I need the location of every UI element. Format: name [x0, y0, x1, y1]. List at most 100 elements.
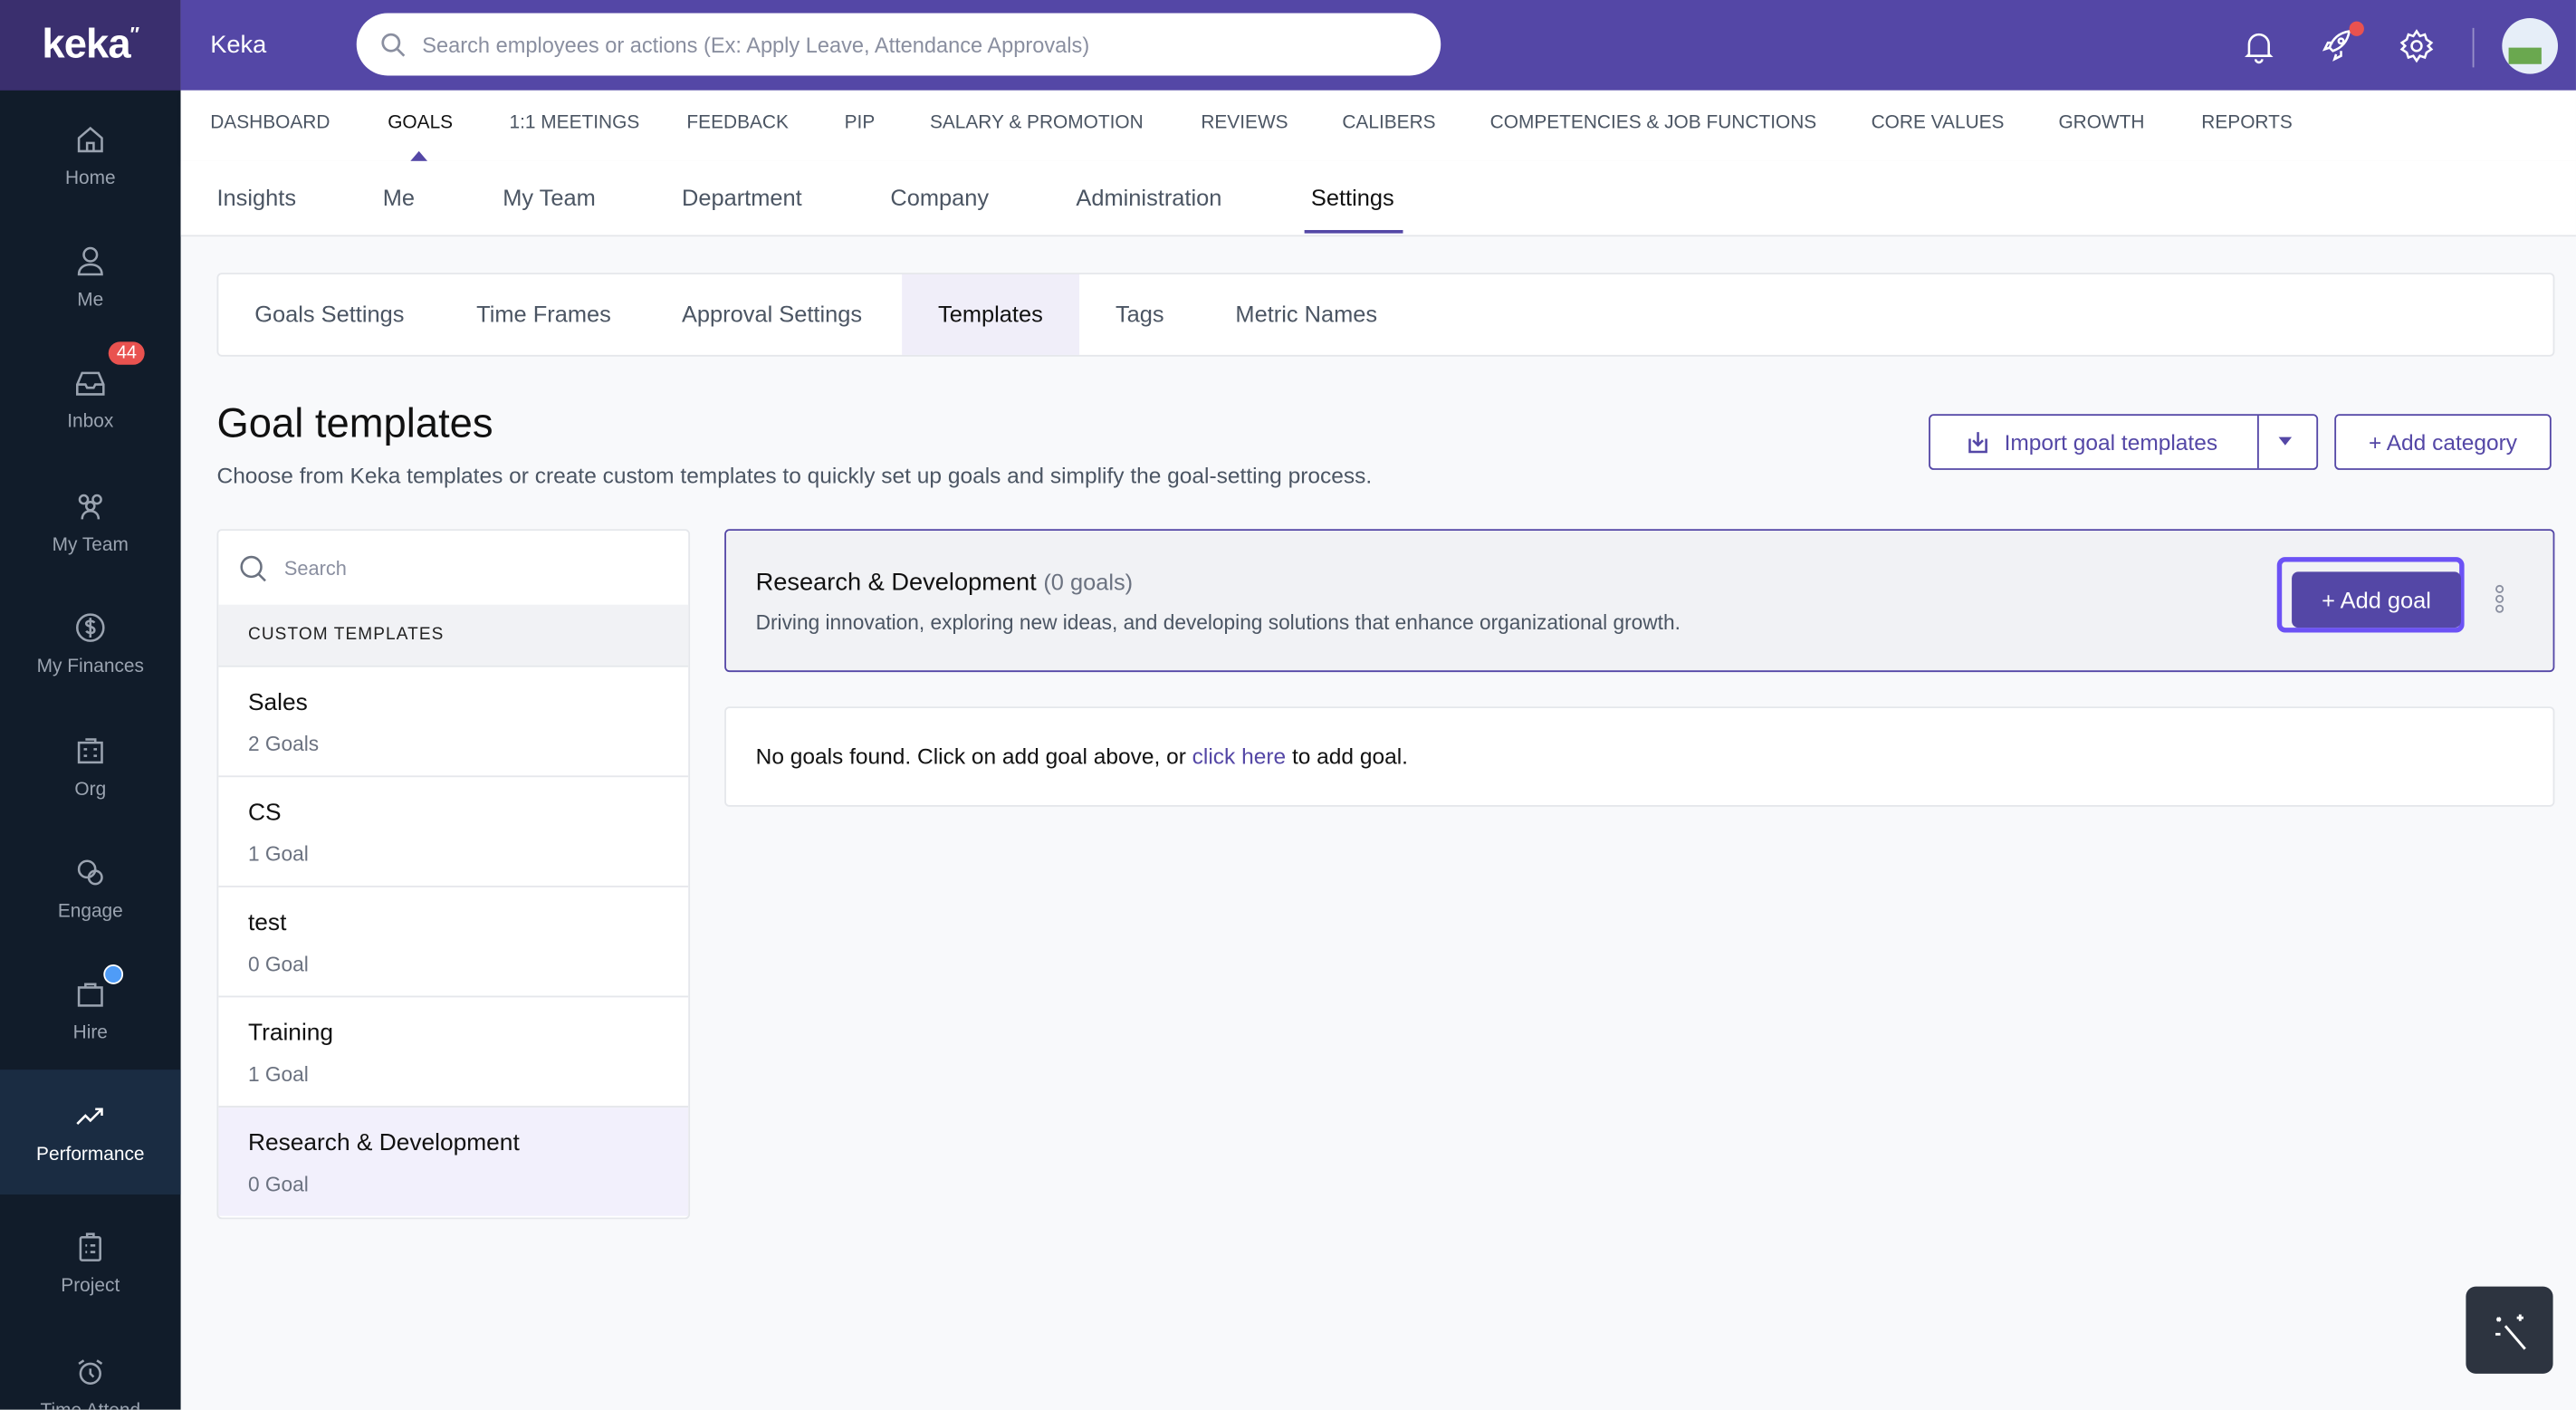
subnav-me[interactable]: Me: [382, 184, 416, 211]
download-icon: [1968, 432, 1987, 454]
subnav-administration[interactable]: Administration: [1076, 184, 1222, 211]
sidebar-item-label: Inbox: [67, 412, 114, 433]
logo-text: keka: [42, 21, 130, 68]
subnav-settings[interactable]: Settings: [1310, 184, 1394, 211]
more-options-icon[interactable]: [2495, 584, 2505, 613]
search-icon: [381, 33, 406, 57]
empty-text: No goals found. Click on add goal above,…: [755, 743, 1192, 770]
global-search-input[interactable]: Search employees or actions (Ex: Apply L…: [356, 13, 1441, 76]
clipboard-icon: [79, 1233, 101, 1261]
sidebar-item-label: Engage: [57, 902, 123, 922]
sidebar-item-me[interactable]: Me: [0, 217, 181, 339]
sidebar-item-engage[interactable]: Engage: [0, 828, 181, 949]
subnav-my-team[interactable]: My Team: [503, 184, 596, 211]
caret-down-icon[interactable]: [2278, 436, 2293, 446]
gear-icon[interactable]: [2399, 28, 2435, 64]
sidebar-item-my-finances[interactable]: My Finances: [0, 583, 181, 705]
template-item-research-development[interactable]: Research & Development 0 Goal: [218, 1106, 689, 1216]
nav-core-values[interactable]: CORE VALUES: [1871, 113, 2005, 133]
category-description: Driving innovation, exploring new ideas,…: [755, 610, 1681, 635]
magic-wand-icon: [2495, 1313, 2525, 1349]
user-icon: [77, 246, 103, 276]
sidebar-item-label: Hire: [72, 1023, 108, 1044]
click-here-link[interactable]: click here: [1192, 743, 1287, 770]
nav-feedback[interactable]: FEEDBACK: [686, 113, 789, 133]
sidebar-item-org[interactable]: Org: [0, 706, 181, 828]
inbox-icon: [76, 371, 105, 396]
active-indicator: [408, 150, 429, 163]
sidebar-item-my-team[interactable]: My Team: [0, 462, 181, 583]
nav-reports[interactable]: REPORTS: [2201, 113, 2293, 133]
sidebar-item-label: Performance: [36, 1145, 145, 1165]
nav-dashboard[interactable]: DASHBOARD: [210, 113, 330, 133]
sidebar-item-label: Org: [74, 780, 107, 801]
app-title: Keka: [210, 31, 267, 60]
template-search-input[interactable]: Search: [218, 531, 688, 605]
search-placeholder: Search: [283, 556, 347, 580]
sidebar-item-hire[interactable]: Hire: [0, 950, 181, 1071]
sidebar-item-project[interactable]: Project: [0, 1203, 181, 1324]
tab-goals-settings[interactable]: Goals Settings: [254, 301, 405, 328]
nav-1-1-meetings[interactable]: 1:1 MEETINGS: [509, 113, 640, 133]
template-item-cs[interactable]: CS 1 Goal: [218, 775, 689, 886]
team-icon: [78, 494, 102, 520]
nav-pip[interactable]: PIP: [844, 113, 876, 133]
briefcase-icon: [77, 983, 103, 1007]
tab-time-frames[interactable]: Time Frames: [476, 301, 611, 328]
nav-growth[interactable]: GROWTH: [2058, 113, 2145, 133]
divider: [2472, 27, 2475, 68]
nav-calibers[interactable]: CALIBERS: [1342, 113, 1436, 133]
bell-icon[interactable]: [2241, 28, 2277, 64]
empty-state: No goals found. Click on add goal above,…: [724, 706, 2555, 807]
sidebar-item-time-attendance[interactable]: Time Attend: [0, 1328, 181, 1410]
template-name: Training: [247, 1020, 334, 1047]
nav-competencies[interactable]: COMPETENCIES & JOB FUNCTIONS: [1489, 113, 1817, 133]
rocket-notification-dot: [2349, 21, 2364, 36]
nav-salary-promotion[interactable]: SALARY & PROMOTION: [929, 113, 1144, 133]
top-bar: Keka Search employees or actions (Ex: Ap…: [180, 0, 2576, 91]
tab-approval-settings[interactable]: Approval Settings: [681, 301, 863, 328]
home-icon: [77, 126, 103, 153]
add-goal-button[interactable]: + Add goal: [2292, 571, 2461, 628]
sidebar-item-performance[interactable]: Performance: [0, 1069, 181, 1195]
import-goal-templates-button[interactable]: Import goal templates: [1929, 414, 2319, 470]
template-name: Research & Development: [247, 1130, 520, 1157]
sidebar-item-label: My Finances: [36, 657, 144, 677]
rocket-icon[interactable]: [2320, 28, 2356, 64]
keka-logo[interactable]: keka ″: [0, 0, 181, 91]
trend-up-icon: [76, 1108, 103, 1125]
settings-tabs: Goals Settings Time Frames Approval Sett…: [216, 273, 2555, 357]
magic-wand-button[interactable]: [2466, 1286, 2553, 1374]
tab-metric-names[interactable]: Metric Names: [1235, 301, 1378, 328]
split-divider: [2256, 416, 2259, 469]
subnav-department[interactable]: Department: [681, 184, 802, 211]
subnav-insights[interactable]: Insights: [216, 184, 297, 211]
template-item-training[interactable]: Training 1 Goal: [218, 995, 689, 1107]
add-category-button[interactable]: + Add category: [2334, 414, 2552, 470]
dollar-icon: [76, 613, 105, 642]
template-count: 1 Goal: [247, 1062, 309, 1087]
sidebar-item-label: Project: [61, 1276, 120, 1297]
search-icon: [240, 554, 266, 581]
category-goal-count: (0 goals): [1043, 568, 1134, 595]
sidebar-item-label: Me: [77, 291, 104, 311]
tab-templates[interactable]: Templates: [902, 274, 1079, 355]
section-label: CUSTOM TEMPLATES: [218, 604, 689, 666]
tab-tags[interactable]: Tags: [1115, 301, 1164, 328]
template-item-test[interactable]: test 0 Goal: [218, 885, 689, 996]
page-title: Goal templates: [216, 400, 493, 447]
subnav-company[interactable]: Company: [890, 184, 990, 211]
sidebar-item-label: Home: [64, 168, 116, 189]
sidebar-item-home[interactable]: Home: [0, 95, 181, 216]
page-description: Choose from Keka templates or create cus…: [216, 463, 1373, 488]
chat-icon: [77, 859, 103, 886]
template-name: CS: [247, 800, 282, 827]
nav-reviews[interactable]: REVIEWS: [1201, 113, 1288, 133]
nav-goals[interactable]: GOALS: [388, 113, 454, 133]
alarm-clock-icon: [78, 1359, 103, 1385]
template-item-sales[interactable]: Sales 2 Goals: [218, 665, 689, 776]
sidebar-item-inbox[interactable]: Inbox: [0, 339, 181, 460]
template-name: Sales: [247, 690, 308, 717]
avatar[interactable]: [2502, 17, 2559, 74]
category-name: Research & Development: [755, 568, 1037, 597]
